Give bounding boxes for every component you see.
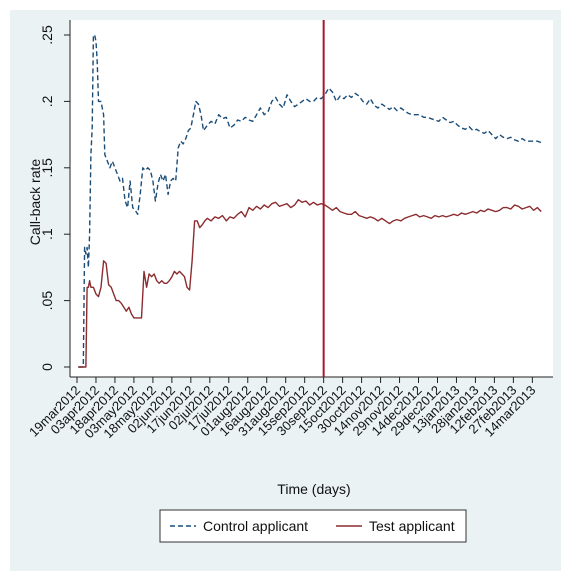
control-applicant-series <box>78 34 542 368</box>
y-tick-label: .15 <box>39 158 55 178</box>
plot-area <box>70 20 553 377</box>
legend: Control applicant Test applicant <box>159 509 467 543</box>
y-tick-label: .25 <box>39 25 55 45</box>
test-applicant-series <box>78 199 542 368</box>
y-tick-label: .2 <box>39 95 55 107</box>
legend-label-control: Control applicant <box>203 518 308 534</box>
y-axis-title: Call-back rate <box>27 159 43 246</box>
x-axis-title: Time (days) <box>277 481 350 497</box>
legend-label-test: Test applicant <box>369 518 455 534</box>
legend-box <box>159 509 467 543</box>
series-layer <box>78 34 542 368</box>
y-tick-label: 0 <box>39 363 55 371</box>
y-tick-label: .05 <box>39 291 55 311</box>
y-axis: 0 .05 .1 .15 .2 .25 Call-back rate <box>27 20 71 377</box>
y-ticks: 0 .05 .1 .15 .2 .25 <box>39 25 70 371</box>
y-tick-label: .1 <box>39 228 55 240</box>
